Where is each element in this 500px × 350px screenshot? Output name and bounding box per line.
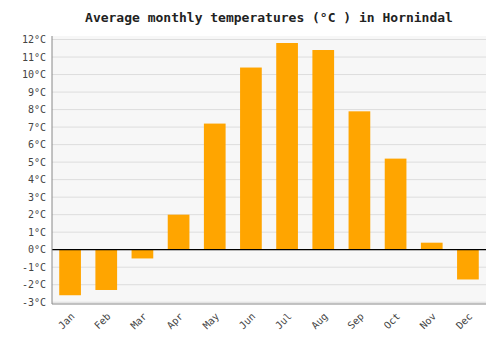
x-tick-label: Apr [165,311,186,332]
bar [240,68,262,250]
x-tick-label: Oct [382,311,403,332]
x-tick-label: Jul [273,311,294,332]
bar [276,43,298,250]
x-tick-label: Dec [454,311,475,332]
grid-line [52,197,486,198]
y-tick-label: 3°C [28,192,46,203]
bar [457,250,479,280]
grid-line [52,92,486,93]
x-axis-line [52,304,486,305]
zero-line [52,249,486,250]
y-tick-label: 10°C [22,69,46,80]
x-tick-label: Mar [128,311,149,332]
bar [312,50,334,250]
y-tick-label: 6°C [28,139,46,150]
grid-line [52,162,486,163]
bar [204,124,226,250]
bars [59,43,479,295]
grid-line [52,39,486,40]
y-tick-label: 4°C [28,174,46,185]
grid-line [52,302,486,303]
bar [385,159,407,250]
y-tick-label: -1°C [22,262,46,273]
y-tick-label: 0°C [28,244,46,255]
grid-line [52,232,486,233]
y-tick-label: 12°C [22,34,46,45]
grid-line [52,144,486,145]
y-tick-label: 7°C [28,122,46,133]
y-tick-label: 9°C [28,87,46,98]
bar [59,250,81,296]
grid [52,40,486,303]
grid-line [52,57,486,58]
bar [132,250,154,259]
y-tick-label: 1°C [28,227,46,238]
y-tick-label: 8°C [28,104,46,115]
y-tick-label: -3°C [22,297,46,308]
y-tick-label: 11°C [22,52,46,63]
x-tick-label: Jan [56,311,77,332]
bar [349,111,371,249]
y-tick-label: -2°C [22,279,46,290]
grid-line [52,214,486,215]
x-tick-label: Aug [309,311,330,332]
bar [421,243,443,250]
chart-container: Average monthly temperatures (°C ) in Ho… [0,0,500,350]
x-tick-label: Jun [237,311,258,332]
grid-line [52,74,486,75]
y-tick-label: 2°C [28,209,46,220]
y-tick-label: 5°C [28,157,46,168]
grid-line [52,109,486,110]
x-tick-label: May [201,311,222,332]
bar [95,250,117,290]
grid-line [52,127,486,128]
chart: Average monthly temperatures (°C ) in Ho… [0,0,500,350]
x-tick-label: Nov [418,311,439,332]
bar [168,215,190,250]
x-tick-label: Sep [345,311,366,332]
title: Average monthly temperatures (°C ) in Ho… [85,10,453,25]
x-tick-label: Feb [92,311,113,332]
y-axis-line [52,36,53,304]
grid-line [52,179,486,180]
plot-background [52,36,486,304]
grid-line [52,249,486,250]
